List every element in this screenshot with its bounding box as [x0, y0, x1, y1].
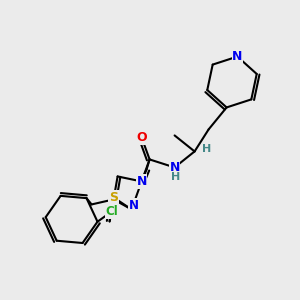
- Text: O: O: [136, 131, 147, 144]
- Text: N: N: [136, 175, 147, 188]
- Text: N: N: [169, 161, 180, 174]
- Text: Cl: Cl: [105, 205, 118, 218]
- Text: S: S: [109, 191, 118, 204]
- Text: N: N: [232, 50, 243, 63]
- Text: H: H: [202, 144, 211, 154]
- Text: N: N: [129, 199, 139, 212]
- Text: H: H: [171, 172, 180, 182]
